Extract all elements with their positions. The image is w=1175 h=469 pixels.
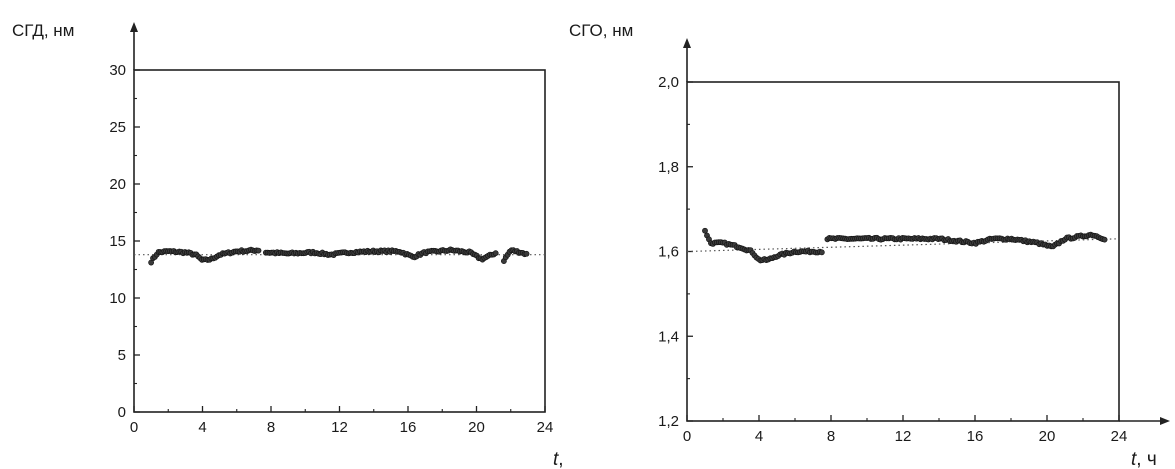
x-tick-label-left: 0	[130, 419, 138, 436]
y-axis-arrowhead-left	[130, 22, 138, 32]
y-tick-label-left: 10	[109, 290, 126, 307]
y-tick-label-left: 0	[118, 404, 126, 421]
x-tick-label-right: 24	[1111, 428, 1128, 445]
x-tick-label-right: 8	[827, 428, 835, 445]
data-point-right	[818, 249, 825, 256]
y-tick-label-left: 30	[109, 62, 126, 79]
y-tick-label-right: 1,6	[658, 244, 679, 261]
x-tick-label-left: 4	[198, 419, 206, 436]
y-tick-label-right: 2,0	[658, 74, 679, 91]
chart-left-sgd: СГД, нм t, 0 4 8 12 16 20 24 0 5 10 15 20 25 30	[12, 21, 564, 469]
x-tick-label-right: 12	[895, 428, 912, 445]
x-tick-label-left: 12	[331, 419, 348, 436]
data-point-left	[492, 250, 499, 257]
data-point-left	[523, 250, 530, 257]
x-axis-title-left: t,	[553, 449, 564, 469]
y-tick-label-left: 15	[109, 233, 126, 250]
x-tick-label-left: 8	[267, 419, 275, 436]
y-axis-title-right: СГО, нм	[569, 21, 633, 40]
x-tick-label-right: 20	[1039, 428, 1056, 445]
x-tick-label-right: 16	[967, 428, 984, 445]
y-tick-label-left: 5	[118, 347, 126, 364]
y-tick-label-right: 1,8	[658, 159, 679, 176]
reference-line-right	[686, 238, 1120, 253]
x-tick-label-left: 16	[400, 419, 417, 436]
y-axis-title-left: СГД, нм	[12, 21, 74, 40]
chart-right-sgo: СГО, нм t, ч 0 4 8 12 16 20 24 1,2 1,4 1,6 1,8 2,0	[569, 21, 1170, 469]
x-axis-arrowhead-right	[1160, 417, 1170, 425]
plot-frame-left	[133, 69, 546, 413]
y-axis-arrowhead-right	[683, 38, 691, 48]
y-tick-label-right: 1,2	[658, 413, 679, 430]
data-point-left	[255, 247, 262, 254]
x-tick-label-right: 4	[755, 428, 763, 445]
x-axis-title-right: t, ч	[1131, 449, 1157, 469]
x-tick-label-left: 24	[537, 419, 554, 436]
y-tick-label-right: 1,4	[658, 328, 679, 345]
x-tick-label-right: 0	[683, 428, 691, 445]
data-point-right	[702, 227, 708, 234]
x-tick-label-left: 20	[468, 419, 485, 436]
data-point-right	[1101, 236, 1108, 243]
y-tick-label-left: 25	[109, 119, 126, 136]
y-tick-label-left: 20	[109, 176, 126, 193]
